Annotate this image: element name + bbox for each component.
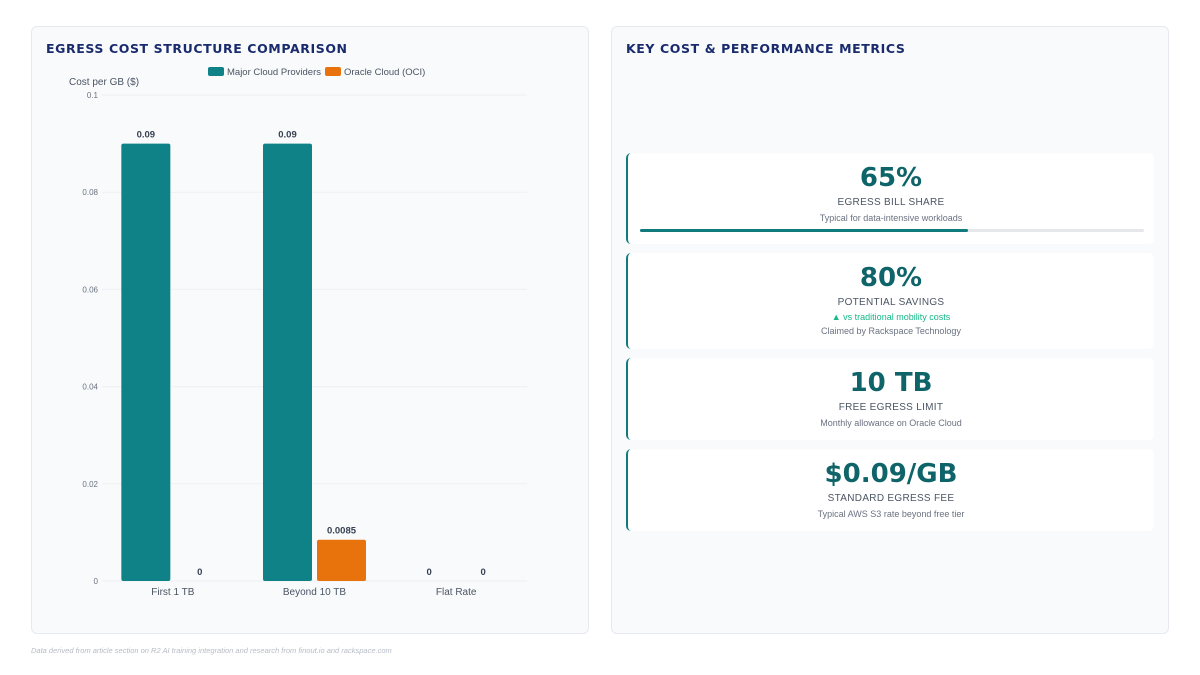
metric-value: 65% <box>859 163 923 193</box>
metric-trend: ▲ vs traditional mobility costs <box>831 312 951 322</box>
metrics-title: KEY COST & PERFORMANCE METRICS <box>626 41 906 56</box>
chart-panel: EGRESS COST STRUCTURE COMPARISON Cost pe… <box>31 26 589 634</box>
metric-value: 10 TB <box>849 368 933 398</box>
x-tick-label: First 1 TB <box>151 587 194 598</box>
progress-track <box>640 229 1144 232</box>
metrics-panel: KEY COST & PERFORMANCE METRICS 65% EGRES… <box>611 26 1169 634</box>
metric-card-free-egress: 10 TB FREE EGRESS LIMIT Monthly allowanc… <box>626 358 1154 440</box>
metric-value: $0.09/GB <box>824 459 958 489</box>
y-axis-label: Cost per GB ($) <box>69 77 139 88</box>
progress-fill <box>640 229 968 232</box>
metric-card-egress-share: 65% EGRESS BILL SHARE Typical for data-i… <box>626 153 1154 244</box>
x-tick-label: Flat Rate <box>436 587 477 598</box>
data-label: 0 <box>427 567 432 578</box>
metric-subtitle: Monthly allowance on Oracle Cloud <box>820 418 962 428</box>
y-tick-label: 0.08 <box>82 188 98 197</box>
metric-value: 80% <box>859 263 923 293</box>
data-label: 0 <box>197 567 202 578</box>
bar <box>263 143 312 581</box>
metric-label: STANDARD EGRESS FEE <box>827 493 955 504</box>
metric-label: EGRESS BILL SHARE <box>837 197 945 208</box>
x-tick-label: Beyond 10 TB <box>283 587 347 598</box>
y-tick-label: 0 <box>94 577 99 586</box>
y-tick-label: 0.02 <box>82 480 98 489</box>
data-label: 0 <box>481 567 486 578</box>
metric-label: FREE EGRESS LIMIT <box>838 402 944 413</box>
bar <box>317 539 366 581</box>
data-label: 0.09 <box>137 130 156 141</box>
metric-card-potential-savings: 80% POTENTIAL SAVINGS ▲ vs traditional m… <box>626 253 1154 349</box>
legend-swatch <box>208 67 224 76</box>
metric-subtitle: Claimed by Rackspace Technology <box>821 326 961 336</box>
source-footnote: Data derived from article section on R2 … <box>31 646 392 655</box>
legend-label: Major Cloud Providers <box>227 67 321 78</box>
bar-chart: Cost per GB ($) 0 0.02 0.04 0.06 0.08 0.1 Major… <box>69 67 527 598</box>
bar <box>121 143 171 581</box>
metric-subtitle: Typical for data-intensive workloads <box>819 213 963 223</box>
legend-swatch <box>324 67 341 76</box>
y-tick-label: 0.1 <box>87 91 99 100</box>
data-label: 0.0085 <box>327 526 357 537</box>
metric-card-standard-fee: $0.09/GB STANDARD EGRESS FEE Typical AWS… <box>626 449 1154 531</box>
data-label: 0.09 <box>278 130 297 141</box>
chart-title: EGRESS COST STRUCTURE COMPARISON <box>46 41 348 56</box>
metric-label: POTENTIAL SAVINGS <box>837 297 945 308</box>
y-tick-label: 0.06 <box>82 285 98 294</box>
metric-subtitle: Typical AWS S3 rate beyond free tier <box>817 509 965 519</box>
y-tick-label: 0.04 <box>82 383 98 392</box>
legend-label: Oracle Cloud (OCI) <box>344 67 425 78</box>
